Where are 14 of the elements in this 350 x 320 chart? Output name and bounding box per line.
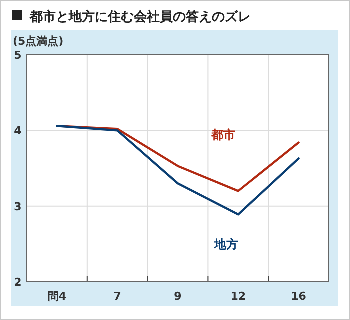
x-tick-label: 9 (174, 290, 182, 303)
y-tick-label: 2 (14, 276, 22, 289)
chart-title: 都市と地方に住む会社員の答えのズレ (29, 9, 251, 25)
series-label: 地方 (213, 238, 238, 252)
y-tick-label: 3 (14, 200, 22, 214)
y-tick-label: 5 (14, 49, 22, 62)
y-tick-label: 4 (14, 124, 22, 138)
x-tick-label: 12 (230, 290, 246, 303)
x-tick-label: 7 (114, 290, 122, 303)
x-tick-label: 16 (291, 290, 307, 303)
y-axis-title: (5点満点) (13, 35, 64, 48)
text: 都市 (210, 128, 236, 142)
line-series (56, 125, 300, 216)
x-tick-label: 問4 (48, 290, 67, 303)
